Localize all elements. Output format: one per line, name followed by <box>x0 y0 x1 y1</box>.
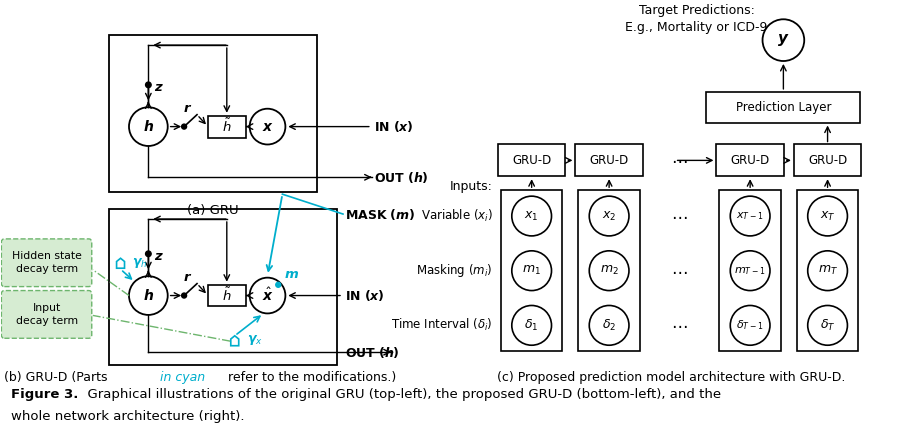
Text: (a) GRU: (a) GRU <box>187 204 239 217</box>
Text: Figure 3.: Figure 3. <box>12 388 78 401</box>
Text: $\mathbf{IN}\ \boldsymbol{(x)}$: $\mathbf{IN}\ \boldsymbol{(x)}$ <box>373 119 413 134</box>
Bar <box>208 285 245 306</box>
Text: $\hat{\boldsymbol{x}}$: $\hat{\boldsymbol{x}}$ <box>262 287 273 304</box>
Text: whole network architecture (right).: whole network architecture (right). <box>12 410 244 423</box>
Text: $\delta_T$: $\delta_T$ <box>820 318 835 333</box>
Text: (c) Proposed prediction model architecture with GRU-D.: (c) Proposed prediction model architectu… <box>498 371 846 384</box>
Text: $\boldsymbol{r}$: $\boldsymbol{r}$ <box>183 270 193 284</box>
Text: in cyan: in cyan <box>160 371 205 384</box>
Text: $\boldsymbol{h}$: $\boldsymbol{h}$ <box>143 288 154 303</box>
Bar <box>498 144 566 176</box>
Text: $\boldsymbol{y}$: $\boldsymbol{y}$ <box>778 32 789 48</box>
Circle shape <box>589 196 629 236</box>
Bar <box>501 190 563 351</box>
Text: GRU-D: GRU-D <box>808 154 847 167</box>
Text: $\boldsymbol{h}$: $\boldsymbol{h}$ <box>143 119 154 134</box>
Text: $\cdots$: $\cdots$ <box>671 316 688 334</box>
Text: Masking ($m_i$): Masking ($m_i$) <box>417 262 492 279</box>
Text: Hidden state
decay term: Hidden state decay term <box>12 251 81 274</box>
Text: $\boldsymbol{\gamma}_h$: $\boldsymbol{\gamma}_h$ <box>133 256 148 270</box>
Text: Time Interval ($\delta_i$): Time Interval ($\delta_i$) <box>391 317 492 333</box>
Text: $\delta_1$: $\delta_1$ <box>524 318 538 333</box>
Text: $\boldsymbol{z}$: $\boldsymbol{z}$ <box>154 250 164 263</box>
Circle shape <box>511 305 551 345</box>
Text: $\boldsymbol{x}$: $\boldsymbol{x}$ <box>262 119 273 134</box>
Text: $\boldsymbol{m}$: $\boldsymbol{m}$ <box>284 268 299 281</box>
Text: Graphical illustrations of the original GRU (top-left), the proposed GRU-D (bott: Graphical illustrations of the original … <box>78 388 721 401</box>
Text: $x_2$: $x_2$ <box>602 210 616 222</box>
Text: $\mathbf{OUT}\ \boldsymbol{(h)}$: $\mathbf{OUT}\ \boldsymbol{(h)}$ <box>373 170 428 185</box>
Circle shape <box>511 251 551 290</box>
Text: $x_1$: $x_1$ <box>524 210 538 222</box>
Text: $\mathbf{IN}\ \boldsymbol{(x)}$: $\mathbf{IN}\ \boldsymbol{(x)}$ <box>345 288 384 303</box>
Circle shape <box>145 251 152 257</box>
Text: $\mathbf{OUT}\ \boldsymbol{(h)}$: $\mathbf{OUT}\ \boldsymbol{(h)}$ <box>345 345 400 360</box>
Text: refer to the modifications.): refer to the modifications.) <box>224 371 396 384</box>
Text: $\boldsymbol{\gamma}_x$: $\boldsymbol{\gamma}_x$ <box>246 333 262 347</box>
Text: GRU-D: GRU-D <box>590 154 629 167</box>
Bar <box>578 190 640 351</box>
Circle shape <box>129 107 168 146</box>
Circle shape <box>731 251 770 290</box>
Circle shape <box>129 276 168 315</box>
Text: $\delta_2$: $\delta_2$ <box>602 318 616 333</box>
Bar <box>794 144 861 176</box>
Circle shape <box>731 196 770 236</box>
Bar <box>716 144 784 176</box>
Text: E.g., Mortality or ICD-9: E.g., Mortality or ICD-9 <box>625 21 768 34</box>
Circle shape <box>762 19 805 61</box>
Text: $\cdots$: $\cdots$ <box>671 207 688 225</box>
Text: Target Predictions:: Target Predictions: <box>639 4 754 17</box>
Text: Variable ($x_i$): Variable ($x_i$) <box>421 208 492 224</box>
Text: $\cdots$: $\cdots$ <box>671 151 688 170</box>
Circle shape <box>511 196 551 236</box>
Text: $\boldsymbol{z}$: $\boldsymbol{z}$ <box>154 81 164 94</box>
Circle shape <box>181 124 187 129</box>
Text: $\tilde{h}$: $\tilde{h}$ <box>222 118 232 135</box>
Bar <box>108 35 318 192</box>
FancyBboxPatch shape <box>2 290 92 338</box>
FancyBboxPatch shape <box>2 239 92 286</box>
Bar <box>796 190 859 351</box>
Text: $\boldsymbol{r}$: $\boldsymbol{r}$ <box>183 102 193 115</box>
Text: Prediction Layer: Prediction Layer <box>736 101 831 114</box>
Text: Inputs:: Inputs: <box>450 180 492 193</box>
Text: (b) GRU-D (Parts: (b) GRU-D (Parts <box>5 371 112 384</box>
Circle shape <box>807 251 848 290</box>
Text: $\mathbf{MASK}\ \boldsymbol{(m)}$: $\mathbf{MASK}\ \boldsymbol{(m)}$ <box>345 206 415 222</box>
Text: $\tilde{h}$: $\tilde{h}$ <box>222 287 232 304</box>
Bar <box>208 116 245 138</box>
Text: GRU-D: GRU-D <box>731 154 769 167</box>
Text: $x_T$: $x_T$ <box>820 210 835 222</box>
Text: $m_{T-1}$: $m_{T-1}$ <box>734 265 766 277</box>
Circle shape <box>250 278 285 313</box>
Text: $\cdots$: $\cdots$ <box>671 262 688 280</box>
Bar <box>108 209 337 365</box>
Circle shape <box>589 251 629 290</box>
Circle shape <box>181 293 187 298</box>
Text: GRU-D: GRU-D <box>512 154 551 167</box>
Circle shape <box>731 305 770 345</box>
Text: $m_1$: $m_1$ <box>522 264 541 277</box>
Bar <box>706 92 861 123</box>
Circle shape <box>589 305 629 345</box>
Text: $\delta_{T-1}$: $\delta_{T-1}$ <box>736 318 764 332</box>
Bar <box>575 144 643 176</box>
Text: Input
decay term: Input decay term <box>15 303 78 326</box>
Circle shape <box>807 196 848 236</box>
Circle shape <box>145 82 152 87</box>
Text: $m_T$: $m_T$ <box>817 264 838 277</box>
Circle shape <box>276 282 281 287</box>
Circle shape <box>807 305 848 345</box>
Bar <box>719 190 781 351</box>
Text: $x_{T-1}$: $x_{T-1}$ <box>736 210 764 222</box>
Circle shape <box>250 109 285 144</box>
Text: $m_2$: $m_2$ <box>600 264 619 277</box>
